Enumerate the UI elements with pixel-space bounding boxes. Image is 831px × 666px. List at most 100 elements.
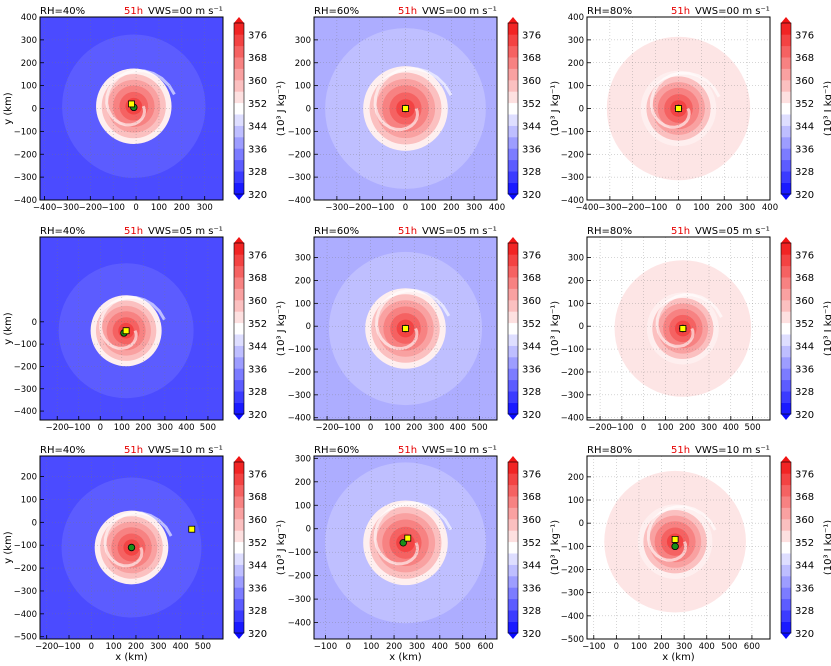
y-tick-label: 400 — [21, 13, 37, 23]
x-tick-label: 100 — [151, 203, 167, 213]
colorbar-bin — [508, 125, 518, 138]
colorbar-bin — [234, 159, 244, 172]
time-label: 51h — [671, 445, 690, 456]
colorbar-bin — [508, 519, 518, 531]
colorbar-bin — [234, 265, 244, 278]
colorbar-bin — [781, 541, 791, 554]
colorbar-bin — [234, 402, 244, 415]
colorbar: 376 368 360 352 344 336 328 320 (10³ J kg⁻¹) — [780, 237, 831, 421]
colorbar-tick-label: 352 — [522, 99, 541, 110]
rh-label: RH=60% — [314, 445, 359, 456]
colorbar-bin — [781, 621, 791, 634]
colorbar-bin — [781, 391, 791, 403]
colorbar-bin — [234, 148, 244, 161]
colorbar-label: (10³ J kg⁻¹) — [276, 520, 287, 575]
panel-9: −100 0 100 200 300 400 500 600 200 100 0 −100 −200 −3… — [561, 445, 831, 663]
colorbar-bin — [508, 530, 518, 543]
colorbar-frame — [507, 242, 519, 415]
x-tick-label: −100 — [371, 203, 394, 213]
colorbar-tick-label: 320 — [248, 629, 267, 640]
y-axis-label: y (km) — [3, 531, 14, 564]
spiral-band — [105, 69, 176, 127]
colorbar-frame — [780, 461, 792, 634]
y-tick-label: −400 — [288, 619, 311, 629]
colorbar-bin — [781, 553, 791, 565]
colorbar-tick-label: 328 — [248, 387, 267, 398]
x-tick-label: 100 — [693, 203, 709, 213]
y-tick-label: 200 — [295, 59, 311, 69]
colorbar-bin — [508, 45, 518, 58]
colorbar-bin — [508, 496, 518, 508]
colorbar-tick-label: 352 — [795, 99, 814, 110]
colorbar-tick-label: 344 — [795, 561, 814, 572]
colorbar-extend-top — [508, 456, 518, 462]
colorbar-bin — [234, 541, 244, 554]
axes-frame — [39, 236, 224, 421]
colorbar-bin — [508, 507, 518, 520]
colorbar: 376 368 360 352 344 336 328 320 (10³ J kg⁻¹) — [233, 237, 287, 421]
colorbar-bin — [781, 379, 791, 392]
colorbar-bin — [508, 159, 518, 172]
colorbar-label: (10³ J kg⁻¹) — [550, 520, 561, 575]
colorbar-bin — [781, 519, 791, 531]
contour-field — [587, 237, 770, 420]
colorbar-extend-top — [508, 17, 518, 23]
colorbar-bin — [234, 462, 244, 474]
x-tick-label: 200 — [386, 642, 402, 652]
colorbar-bin — [781, 34, 791, 47]
colorbar-bin — [781, 102, 791, 115]
y-axis-label: y (km) — [3, 92, 14, 125]
x-tick-label: 200 — [135, 423, 151, 433]
x-tick-label: 0 — [98, 423, 103, 433]
x-tick-label: 300 — [428, 423, 444, 433]
colorbar-extend-top — [508, 237, 518, 243]
colorbar-tick-label: 368 — [248, 53, 267, 64]
rh-label: RH=40% — [40, 445, 85, 456]
rh-label: RH=80% — [587, 445, 632, 456]
colorbar-tick-label: 336 — [795, 144, 814, 155]
colorbar-tick-label: 328 — [248, 606, 267, 617]
colorbar-tick-label: 336 — [522, 583, 541, 594]
colorbar-tick-label: 376 — [795, 250, 814, 261]
colorbar-bin — [781, 137, 791, 149]
colorbar-tick-label: 360 — [795, 76, 814, 87]
colorbar-tick-label: 368 — [522, 273, 541, 284]
colorbar-extend-bottom — [781, 633, 791, 639]
colorbar-bin — [781, 23, 791, 35]
colorbar-bin — [234, 182, 244, 195]
colorbar-tick-label: 328 — [522, 387, 541, 398]
x-tick-label: 200 — [406, 423, 422, 433]
colorbar-bin — [234, 473, 244, 486]
x-tick-label: 200 — [716, 203, 732, 213]
colorbar-bin — [508, 277, 518, 289]
panel-5: −200−100 0 100 200 300 400 5003002001000−100−2… — [288, 226, 561, 433]
x-tick-label: 600 — [744, 642, 760, 652]
x-tick-label: 0 — [641, 423, 646, 433]
x-tick-label: −100 — [337, 423, 360, 433]
colorbar-bin — [781, 311, 791, 324]
colorbar-bin — [508, 391, 518, 403]
x-tick-label: −400 — [575, 203, 598, 213]
y-tick-label: −200 — [288, 368, 311, 378]
panel-8: −100 0 100 200 300 400 500 600 300 200 100 0 −100 −20… — [288, 445, 561, 663]
x-tick-label: −100 — [582, 642, 605, 652]
x-tick-label: 300 — [150, 642, 166, 652]
colorbar-bin — [234, 34, 244, 47]
colorbar-tick-label: 360 — [795, 296, 814, 307]
colorbar-bin — [234, 277, 244, 289]
colorbar-bin — [508, 148, 518, 161]
colorbar-label: (10³ J kg⁻¹) — [276, 301, 287, 356]
axes-frame — [586, 236, 771, 421]
panel-3: −400 −300 −200 −100 0 100 200 300 40040030020010… — [561, 6, 831, 213]
y-axis-label: y (km) — [3, 312, 14, 345]
x-tick-label: 100 — [657, 423, 673, 433]
colorbar-bin — [781, 114, 791, 126]
colorbar-bin — [234, 484, 244, 497]
colorbar-tick-label: 368 — [795, 492, 814, 503]
colorbar-bin — [781, 496, 791, 508]
colorbar-bin — [508, 34, 518, 47]
y-tick-label: 200 — [295, 276, 311, 286]
x-tick-label: 0 — [614, 642, 619, 652]
grid — [587, 237, 770, 420]
y-tick-label: 300 — [295, 454, 311, 464]
